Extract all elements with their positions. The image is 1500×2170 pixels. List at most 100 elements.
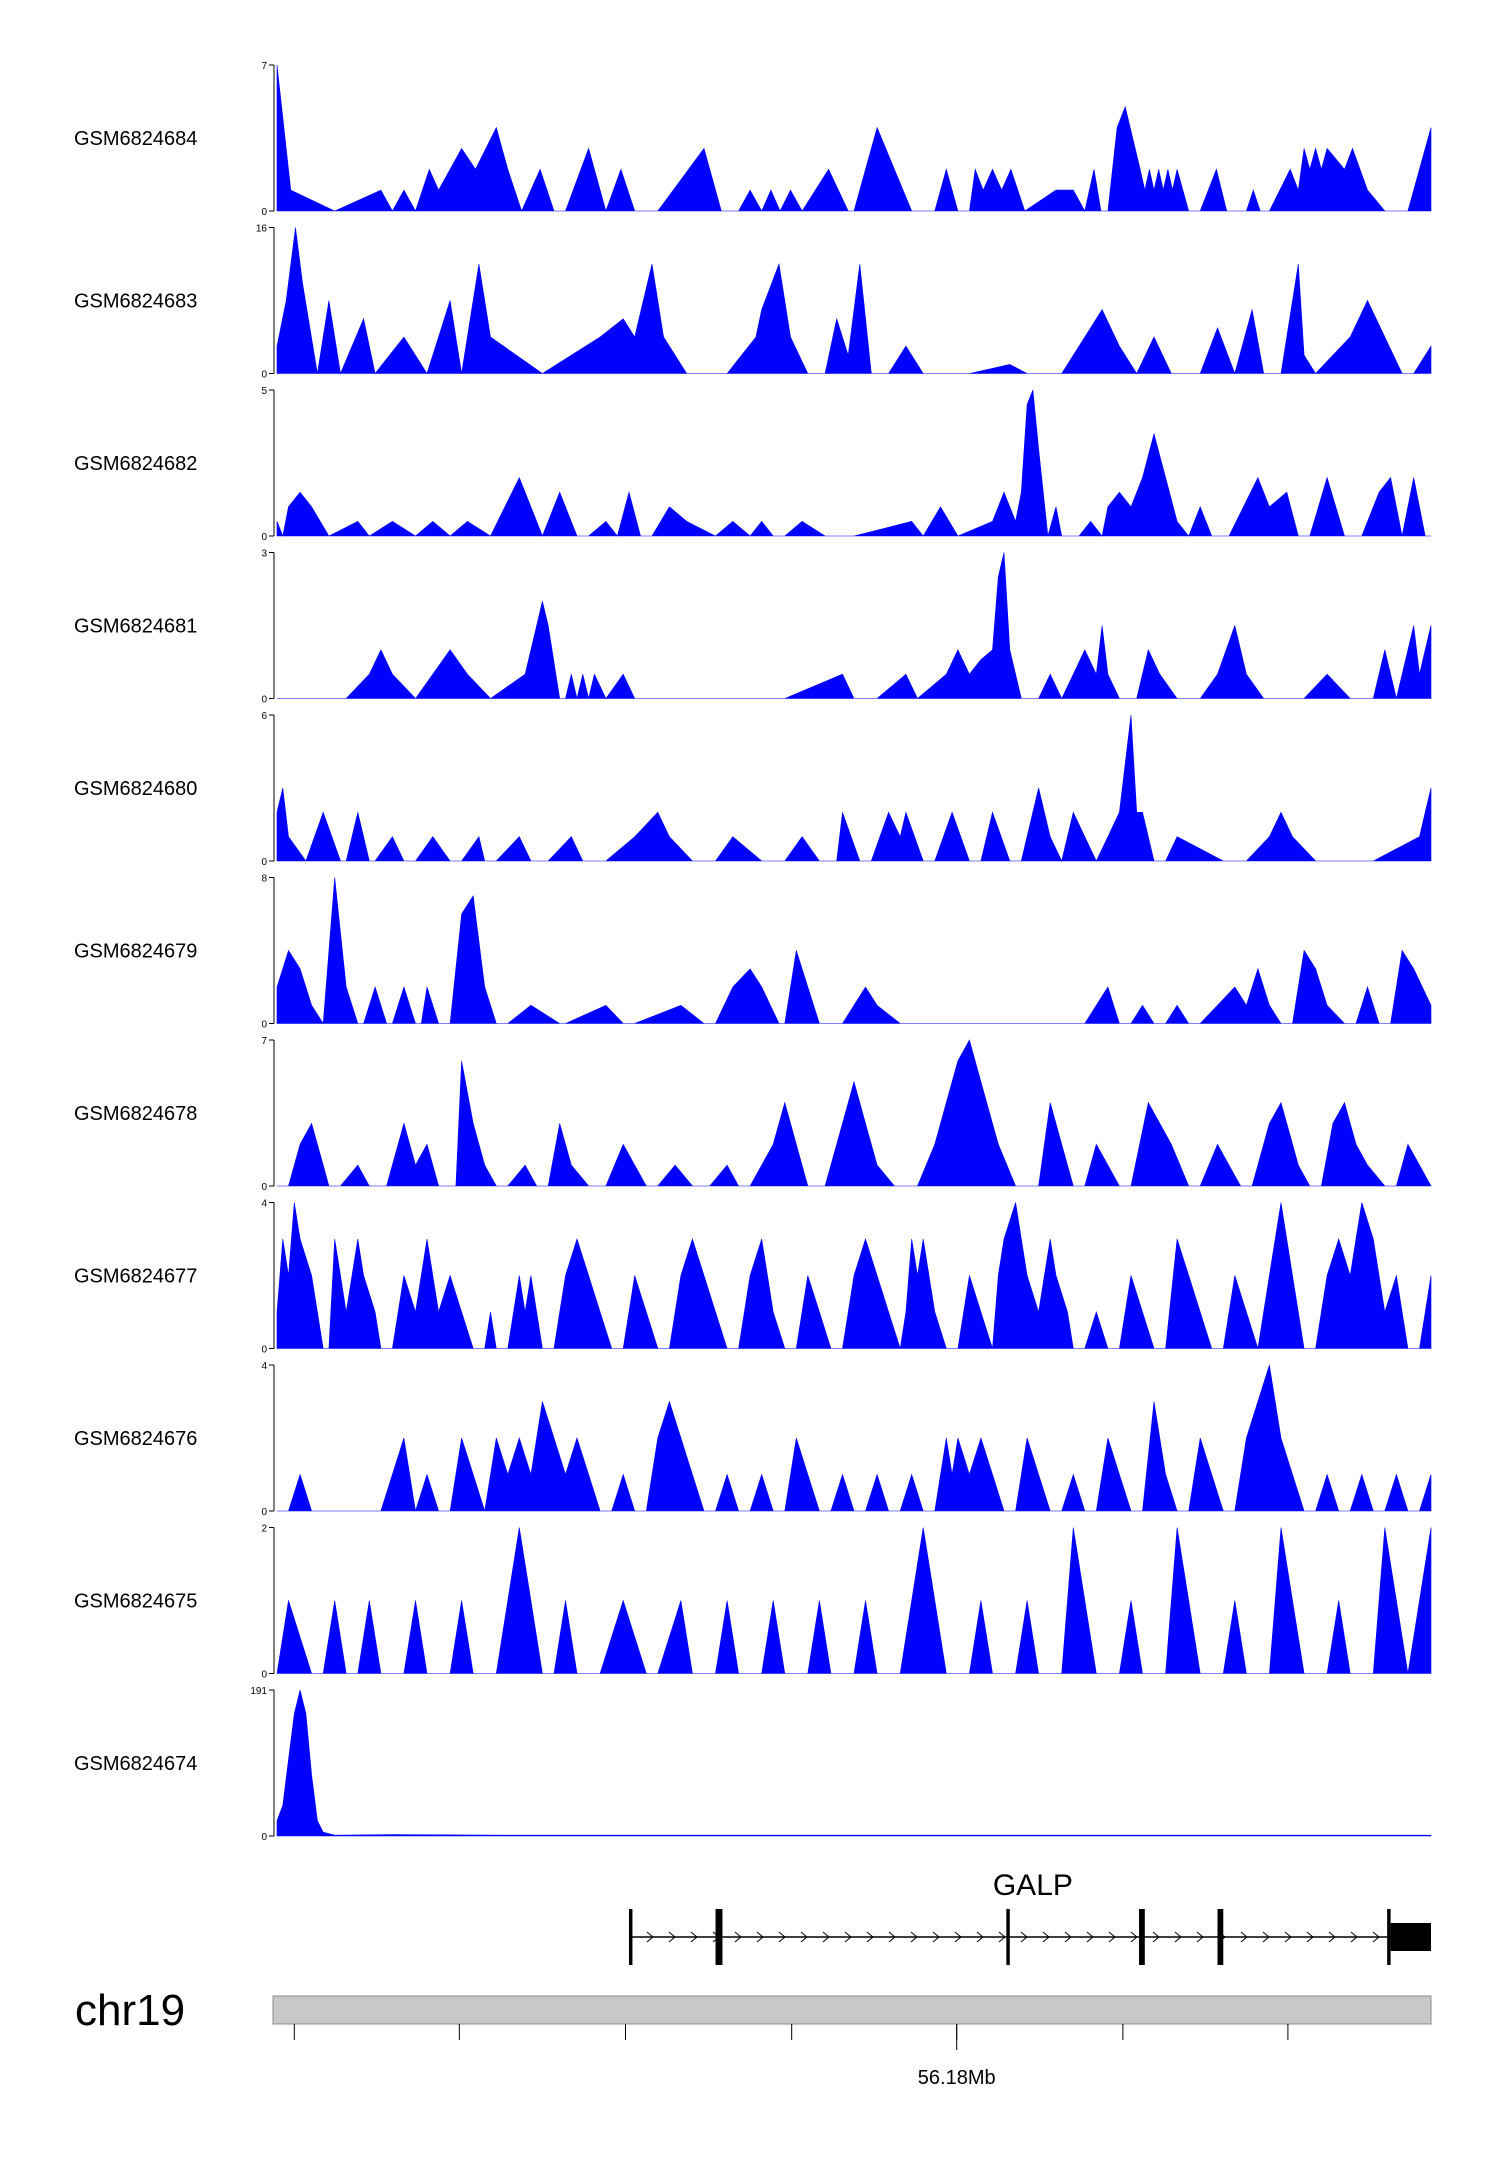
- strand-arrow: [800, 1931, 808, 1943]
- y-tick-label-min: 0: [261, 532, 267, 543]
- y-tick-label-min: 0: [261, 1670, 267, 1681]
- strand-arrow: [866, 1931, 874, 1943]
- strand-arrow: [1086, 1931, 1094, 1943]
- y-tick-label-min: 0: [261, 1507, 267, 1518]
- y-tick-label-min: 0: [261, 370, 267, 381]
- y-tick-label-min: 0: [261, 1832, 267, 1843]
- strand-arrow: [1196, 1931, 1204, 1943]
- signal-area: [277, 1364, 1432, 1512]
- y-tick-label-min: 0: [261, 207, 267, 218]
- signal-area: [276, 877, 1432, 1025]
- y-tick-label-max: 4: [261, 1361, 267, 1372]
- strand-arrow: [1042, 1931, 1050, 1943]
- strand-arrow: [1064, 1931, 1072, 1943]
- chromosome-axis: chr19 56.18Mb: [75, 1986, 1432, 2089]
- strand-arrow: [1240, 1931, 1248, 1943]
- y-tick-label-max: 191: [250, 1686, 267, 1697]
- signal-area: [276, 1202, 1432, 1349]
- strand-arrow: [998, 1931, 1006, 1943]
- track-gsm6824678: GSM6824678 7 0: [74, 1036, 1432, 1193]
- track-label: GSM6824677: [74, 1266, 197, 1288]
- exon: [1139, 1909, 1145, 1965]
- signal-tracks: GSM682468470GSM6824683160GSM682468250GSM…: [74, 61, 1432, 1843]
- track-label: GSM6824684: [74, 128, 197, 150]
- track-label: GSM6824679: [74, 941, 197, 963]
- strand-arrow: [756, 1931, 764, 1943]
- track-gsm6824681: GSM6824681 3 0: [74, 549, 1432, 706]
- signal-area: [276, 389, 1431, 538]
- y-tick-label-min: 0: [261, 1345, 267, 1356]
- strand-arrow: [976, 1931, 984, 1943]
- strand-arrow: [932, 1931, 940, 1943]
- exon: [628, 1909, 633, 1965]
- strand-arrow: [1020, 1931, 1028, 1943]
- track-gsm6824679: GSM6824679 8 0: [74, 874, 1432, 1031]
- strand-arrow: [1174, 1931, 1182, 1943]
- track-gsm6824676: GSM6824676 4 0: [74, 1361, 1432, 1518]
- track-gsm6824683: GSM6824683 16 0: [74, 224, 1432, 381]
- y-tick-label-max: 8: [261, 874, 267, 885]
- strand-arrow: [1108, 1931, 1116, 1943]
- gene-label: GALP: [993, 1869, 1073, 1902]
- strand-arrow: [1130, 1931, 1138, 1943]
- axis-position-label: 56.18Mb: [918, 2067, 996, 2089]
- exon: [1217, 1909, 1224, 1965]
- strand-arrow: [822, 1931, 830, 1943]
- track-label: GSM6824676: [74, 1428, 197, 1450]
- y-tick-label-max: 5: [261, 386, 267, 397]
- signal-area: [277, 552, 1432, 700]
- strand-arrow: [668, 1931, 676, 1943]
- exon: [1006, 1909, 1010, 1965]
- track-gsm6824677: GSM6824677 4 0: [74, 1199, 1432, 1356]
- signal-area: [276, 714, 1432, 862]
- signal-area: [276, 1527, 1432, 1674]
- strand-arrow: [1284, 1931, 1292, 1943]
- strand-arrow: [690, 1931, 698, 1943]
- signal-area: [276, 1689, 1432, 1837]
- track-gsm6824675: GSM6824675 2 0: [74, 1524, 1432, 1681]
- track-label: GSM6824675: [74, 1591, 197, 1613]
- track-gsm6824680: GSM6824680 6 0: [74, 711, 1432, 868]
- y-tick-label-max: 16: [256, 224, 268, 235]
- signal-area: [277, 1039, 1432, 1187]
- track-label: GSM6824682: [74, 453, 197, 475]
- y-tick-label-max: 3: [261, 549, 267, 560]
- track-label: GSM6824683: [74, 291, 197, 313]
- strand-arrow: [778, 1931, 786, 1943]
- strand-arrow: [646, 1931, 654, 1943]
- y-tick-label-min: 0: [261, 1182, 267, 1193]
- exon: [715, 1909, 723, 1965]
- exon: [1387, 1909, 1391, 1965]
- gene-track-galp: GALP: [628, 1869, 1431, 1965]
- strand-arrow: [1152, 1931, 1160, 1943]
- track-label: GSM6824674: [74, 1753, 197, 1775]
- track-label: GSM6824680: [74, 778, 197, 800]
- strand-arrow: [1262, 1931, 1270, 1943]
- y-tick-label-max: 7: [261, 1036, 267, 1047]
- y-tick-label-max: 2: [261, 1524, 267, 1535]
- track-gsm6824684: GSM6824684 7 0: [74, 61, 1432, 218]
- y-tick-label-min: 0: [261, 857, 267, 868]
- chromosome-label: chr19: [75, 1986, 185, 2035]
- track-gsm6824682: GSM6824682 5 0: [74, 386, 1431, 543]
- signal-area: [276, 227, 1432, 375]
- strand-arrow: [1350, 1931, 1358, 1943]
- exon: [1390, 1923, 1431, 1951]
- strand-arrow: [1372, 1931, 1380, 1943]
- chromosome-ideogram: [272, 1995, 1432, 2025]
- strand-arrow: [910, 1931, 918, 1943]
- strand-arrow: [844, 1931, 852, 1943]
- y-tick-label-max: 6: [261, 711, 267, 722]
- y-tick-label-max: 4: [261, 1199, 267, 1210]
- y-tick-label-max: 7: [261, 61, 267, 72]
- strand-arrow: [954, 1931, 962, 1943]
- signal-area: [276, 64, 1432, 212]
- track-label: GSM6824678: [74, 1103, 197, 1125]
- strand-arrow: [1328, 1931, 1336, 1943]
- strand-arrow: [734, 1931, 742, 1943]
- track-label: GSM6824681: [74, 616, 197, 638]
- strand-arrow: [1306, 1931, 1314, 1943]
- track-gsm6824674: GSM6824674 191 0: [74, 1686, 1432, 1843]
- y-tick-label-min: 0: [261, 695, 267, 706]
